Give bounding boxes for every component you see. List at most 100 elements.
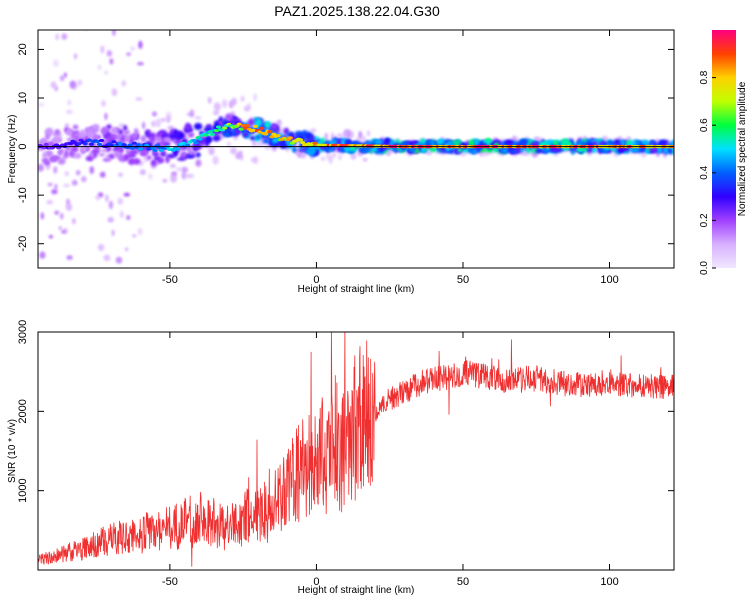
spectrogram-noise-blob — [54, 210, 60, 215]
spectrogram-noise-blob — [63, 183, 70, 188]
spectrogram-noise-blob — [150, 120, 157, 127]
spectrogram-ridge-blob — [257, 130, 263, 134]
spectrogram-noise-blob — [121, 80, 127, 87]
colorbar-label: Normalized spectral amplitude — [737, 81, 748, 216]
spectrogram-noise-blob — [324, 132, 329, 142]
spectrogram-x-tick-label: 100 — [600, 274, 618, 286]
spectrogram-energy-blob — [535, 148, 543, 154]
spectrogram-energy-blob — [655, 146, 663, 154]
spectrogram-ridge-blob — [135, 143, 142, 147]
spectrogram-energy-blob — [71, 146, 79, 152]
spectrogram-noise-blob — [277, 120, 281, 124]
spectrogram-ridge-blob — [193, 141, 199, 145]
spectrogram-energy-blob — [80, 145, 88, 152]
spectrogram-noise-blob — [69, 80, 76, 89]
spectrogram-ridge-blob — [53, 143, 60, 147]
colorbar-tick-label: 0.6 — [699, 118, 710, 132]
spectrogram-noise-blob — [142, 121, 146, 130]
spectrogram-ridge-blob — [240, 123, 246, 128]
spectrogram-ridge-blob — [300, 141, 306, 145]
spectrogram-ridge-blob — [88, 142, 94, 146]
spectrogram-energy-blob — [140, 135, 147, 143]
spectrogram-energy-blob — [319, 137, 326, 144]
spectrogram-noise-blob — [50, 81, 57, 89]
spectrogram-energy-blob — [99, 152, 105, 157]
spectrogram-noise-blob — [331, 151, 337, 159]
spectrogram-energy-blob — [160, 150, 167, 157]
spectrogram-y-tick-label: 20 — [17, 43, 29, 55]
colorbar-tick-label: 0.8 — [699, 70, 710, 84]
spectrogram-energy-blob — [124, 135, 131, 142]
spectrogram-ridge-blob — [250, 128, 256, 132]
spectrogram-noise-blob — [221, 99, 228, 108]
spectrogram-noise-blob — [53, 59, 59, 67]
spectrogram-energy-blob — [635, 140, 642, 145]
spectrogram-ridge-blob — [111, 140, 117, 144]
spectrogram-ridge-blob — [117, 141, 123, 146]
spectrogram-energy-blob — [187, 124, 192, 132]
spectrogram-energy-blob — [199, 141, 205, 146]
spectrogram-ridge-blob — [197, 137, 203, 141]
spectrogram-noise-blob — [169, 164, 176, 168]
spectrogram-noise-blob — [76, 25, 83, 29]
spectrogram-ridge-blob — [215, 125, 222, 129]
spectrogram-energy-blob — [468, 139, 475, 146]
spectrogram-noise-blob — [74, 53, 77, 60]
snr-y-tick-label: 3000 — [17, 320, 29, 344]
spectrogram-y-tick-label: 10 — [17, 92, 29, 104]
spectrogram-ridge-blob — [76, 142, 82, 146]
spectrogram-noise-blob — [66, 255, 73, 260]
spectrogram-energy-blob — [234, 128, 241, 136]
spectrogram-noise-blob — [109, 58, 114, 65]
spectrogram-noise-blob — [195, 159, 202, 167]
spectrogram-energy-blob — [139, 151, 147, 156]
spectrogram-noise-blob — [106, 50, 113, 57]
spectrogram-x-tick-label: -50 — [162, 274, 178, 286]
spectrogram-energy-blob — [132, 158, 141, 165]
spectrogram-x-tick-label: 50 — [457, 274, 469, 286]
spectrogram-energy-blob — [270, 123, 279, 130]
spectrogram-energy-blob — [249, 135, 255, 141]
spectrogram-energy-blob — [474, 139, 480, 146]
spectrogram-noise-blob — [104, 112, 108, 121]
spectrogram-energy-blob — [581, 141, 587, 147]
spectrogram-energy-blob — [345, 145, 350, 153]
spectrogram-noise-blob — [256, 140, 262, 147]
spectrogram-noise-blob — [72, 218, 76, 225]
spectrogram-energy-blob — [105, 132, 112, 139]
spectrogram-energy-blob — [55, 137, 63, 143]
spectrogram-energy-blob — [163, 142, 171, 146]
spectrogram-energy-blob — [113, 151, 122, 158]
spectrogram-ridge-blob — [99, 138, 105, 143]
spectrogram-energy-blob — [133, 128, 139, 135]
spectrogram-noise-blob — [212, 110, 220, 116]
spectrogram-noise-blob — [139, 169, 146, 176]
spectrogram-energy-blob — [57, 149, 63, 156]
spectrogram-noise-blob — [350, 152, 357, 160]
spectrogram-energy-blob — [72, 124, 79, 130]
spectrogram-y-axis-label: Frequency (Hz) — [7, 115, 18, 184]
spectrogram-ridge-blob — [138, 147, 144, 151]
spectrogram-noise-blob — [185, 173, 190, 179]
spectrogram-energy-blob — [85, 155, 94, 162]
spectrogram-ridge-blob — [174, 147, 181, 151]
spectrogram-noise-blob — [65, 203, 73, 212]
colorbar-tick-label: 0.2 — [699, 213, 710, 227]
spectrogram-noise-blob — [100, 45, 105, 54]
spectrogram-noise-blob — [162, 178, 168, 183]
spectrogram-energy-blob — [291, 146, 297, 153]
spectrogram-energy-blob — [391, 147, 397, 152]
spectrogram-noise-blob — [130, 46, 135, 51]
spectrogram-ridge-blob — [252, 124, 259, 128]
spectrogram-noise-blob — [212, 155, 219, 165]
spectrogram-noise-blob — [160, 118, 166, 122]
spectrogram-noise-blob — [39, 251, 46, 259]
spectrogram-energy-blob — [145, 130, 150, 137]
spectrogram-noise-blob — [176, 167, 183, 171]
snr-y-tick-label: 2000 — [17, 399, 29, 423]
spectrogram-noise-blob — [229, 100, 234, 108]
spectrogram-energy-blob — [602, 149, 609, 154]
spectrogram-noise-blob — [152, 112, 157, 116]
spectrogram-noise-blob — [137, 61, 144, 66]
snr-frame — [37, 331, 675, 571]
